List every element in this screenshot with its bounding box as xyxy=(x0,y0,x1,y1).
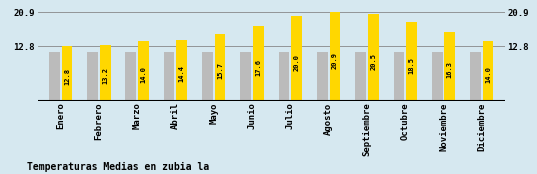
Text: 14.4: 14.4 xyxy=(179,65,185,82)
Bar xyxy=(202,52,213,101)
Bar xyxy=(164,52,175,101)
Bar xyxy=(215,34,226,101)
Text: 16.3: 16.3 xyxy=(447,61,453,78)
Bar xyxy=(483,41,494,101)
Bar xyxy=(241,52,251,101)
Text: 13.2: 13.2 xyxy=(102,67,108,84)
Bar xyxy=(253,26,264,101)
Bar xyxy=(368,14,379,101)
Text: 20.0: 20.0 xyxy=(294,54,300,71)
Bar xyxy=(330,12,340,101)
Bar xyxy=(279,52,289,101)
Bar xyxy=(317,52,328,101)
Bar xyxy=(355,52,366,101)
Text: 14.0: 14.0 xyxy=(485,66,491,83)
Text: 17.6: 17.6 xyxy=(256,59,262,76)
Bar xyxy=(126,52,136,101)
Bar xyxy=(87,52,98,101)
Text: 12.8: 12.8 xyxy=(64,68,70,85)
Bar xyxy=(394,52,404,101)
Text: 20.5: 20.5 xyxy=(370,53,376,70)
Text: 14.0: 14.0 xyxy=(141,66,147,83)
Bar xyxy=(100,45,111,101)
Bar xyxy=(432,52,442,101)
Text: 18.5: 18.5 xyxy=(409,57,415,74)
Bar xyxy=(406,22,417,101)
Text: 15.7: 15.7 xyxy=(217,62,223,79)
Bar xyxy=(445,32,455,101)
Bar xyxy=(470,52,481,101)
Bar xyxy=(291,16,302,101)
Text: 20.9: 20.9 xyxy=(332,52,338,69)
Bar xyxy=(138,41,149,101)
Bar xyxy=(62,46,72,101)
Bar xyxy=(177,40,187,101)
Bar xyxy=(49,52,60,101)
Text: Temperaturas Medias en zubia la: Temperaturas Medias en zubia la xyxy=(27,162,209,172)
